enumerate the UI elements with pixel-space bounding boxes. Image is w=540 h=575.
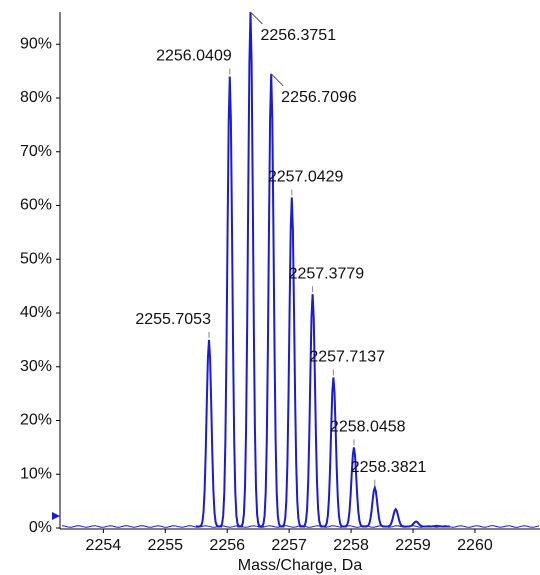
x-tick-label: 2256 <box>209 537 245 554</box>
peak-label: 2256.3751 <box>260 27 336 44</box>
peak-label: 2256.0409 <box>156 48 232 65</box>
y-tick-label: 70% <box>20 143 52 160</box>
y-tick-label: 80% <box>20 89 52 106</box>
peak-label: 2256.7096 <box>281 89 357 106</box>
y-tick-label: 40% <box>20 304 52 321</box>
baseline-marker <box>52 512 60 520</box>
leader <box>250 11 263 25</box>
x-tick-label: 2254 <box>86 537 122 554</box>
y-tick-label: 0% <box>29 519 52 536</box>
peak <box>278 197 305 528</box>
y-tick-label: 20% <box>20 412 52 429</box>
x-tick-label: 2255 <box>147 537 183 554</box>
x-axis-label: Mass/Charge, Da <box>238 557 363 574</box>
x-tick-label: 2260 <box>457 537 493 554</box>
peak-label: 2257.7137 <box>309 349 385 366</box>
y-tick-label: 90% <box>20 35 52 52</box>
peak-label: 2258.0458 <box>330 419 406 436</box>
peak-label: 2255.7053 <box>135 311 211 328</box>
peak <box>299 294 326 528</box>
peak <box>361 484 388 528</box>
peak-label: 2257.0429 <box>268 169 344 186</box>
y-tick-label: 50% <box>20 250 52 267</box>
peak <box>216 76 243 528</box>
y-tick-label: 30% <box>20 358 52 375</box>
peak <box>320 377 347 528</box>
peak <box>237 11 264 528</box>
leader <box>270 73 284 87</box>
peak-label: 2257.3779 <box>289 265 365 282</box>
x-tick-label: 2258 <box>333 537 369 554</box>
y-tick-label: 60% <box>20 197 52 214</box>
y-tick-label: 10% <box>20 465 52 482</box>
peak <box>382 507 409 528</box>
peak <box>195 339 223 528</box>
peak-label: 2258.3821 <box>351 459 427 476</box>
peak <box>423 524 450 528</box>
x-tick-label: 2259 <box>395 537 431 554</box>
peak <box>258 73 285 528</box>
x-tick-label: 2257 <box>271 537 307 554</box>
